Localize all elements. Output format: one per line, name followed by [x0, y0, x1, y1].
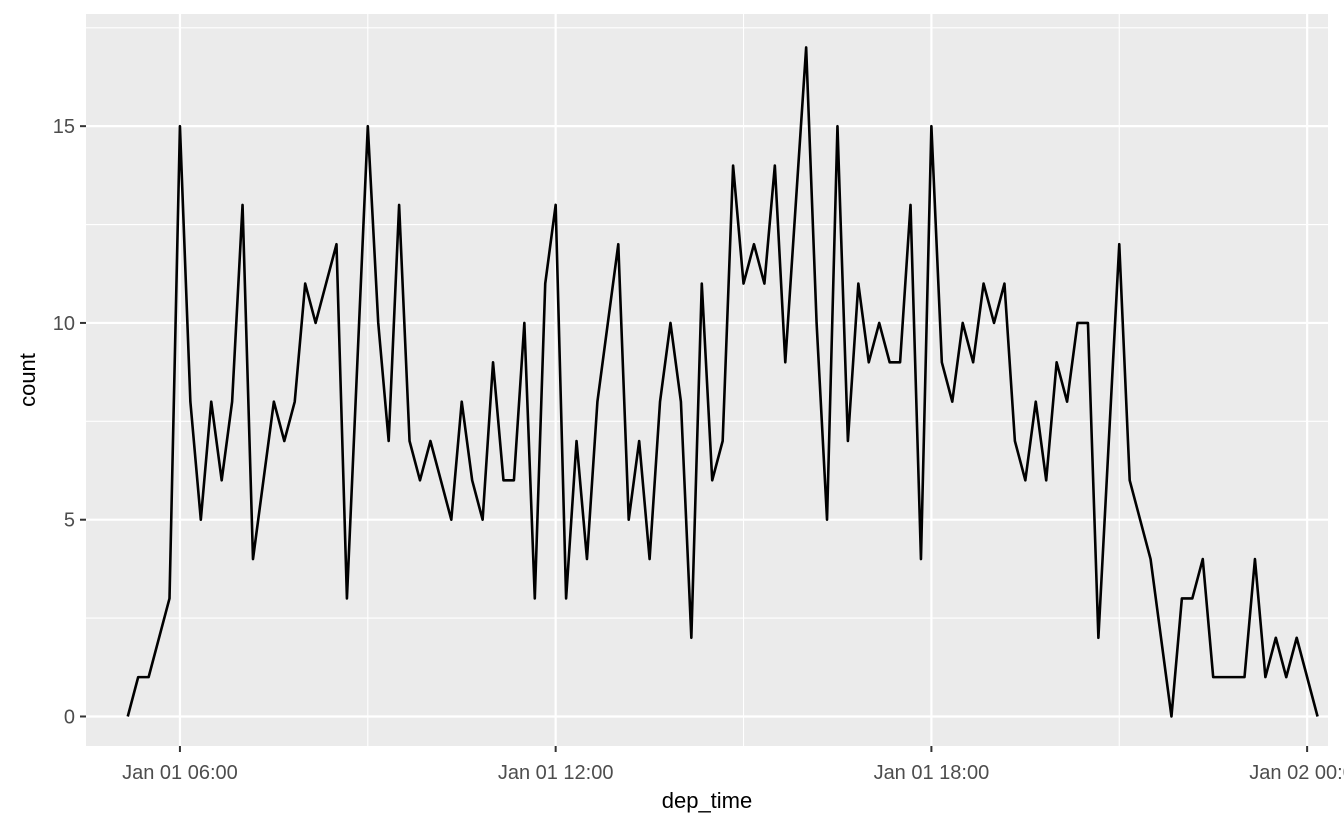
y-tick-label: 5: [64, 510, 75, 532]
y-tick-label: 15: [53, 116, 75, 138]
y-axis: 0 5 10 15: [53, 116, 86, 728]
series-layer: [126, 46, 1319, 718]
y-tick-label: 0: [64, 706, 75, 728]
y-axis-title: count: [15, 353, 40, 407]
x-tick-label: Jan 02 00:00: [1249, 762, 1344, 784]
x-axis: Jan 01 06:00 Jan 01 12:00 Jan 01 18:00 Jan …: [122, 746, 1344, 784]
series-line: [126, 46, 1319, 718]
y-tick-label: 10: [53, 313, 75, 335]
x-axis-title: dep_time: [662, 788, 753, 813]
x-tick-label: Jan 01 12:00: [498, 762, 614, 784]
x-tick-label: Jan 01 18:00: [874, 762, 990, 784]
x-tick-label: Jan 01 06:00: [122, 762, 238, 784]
